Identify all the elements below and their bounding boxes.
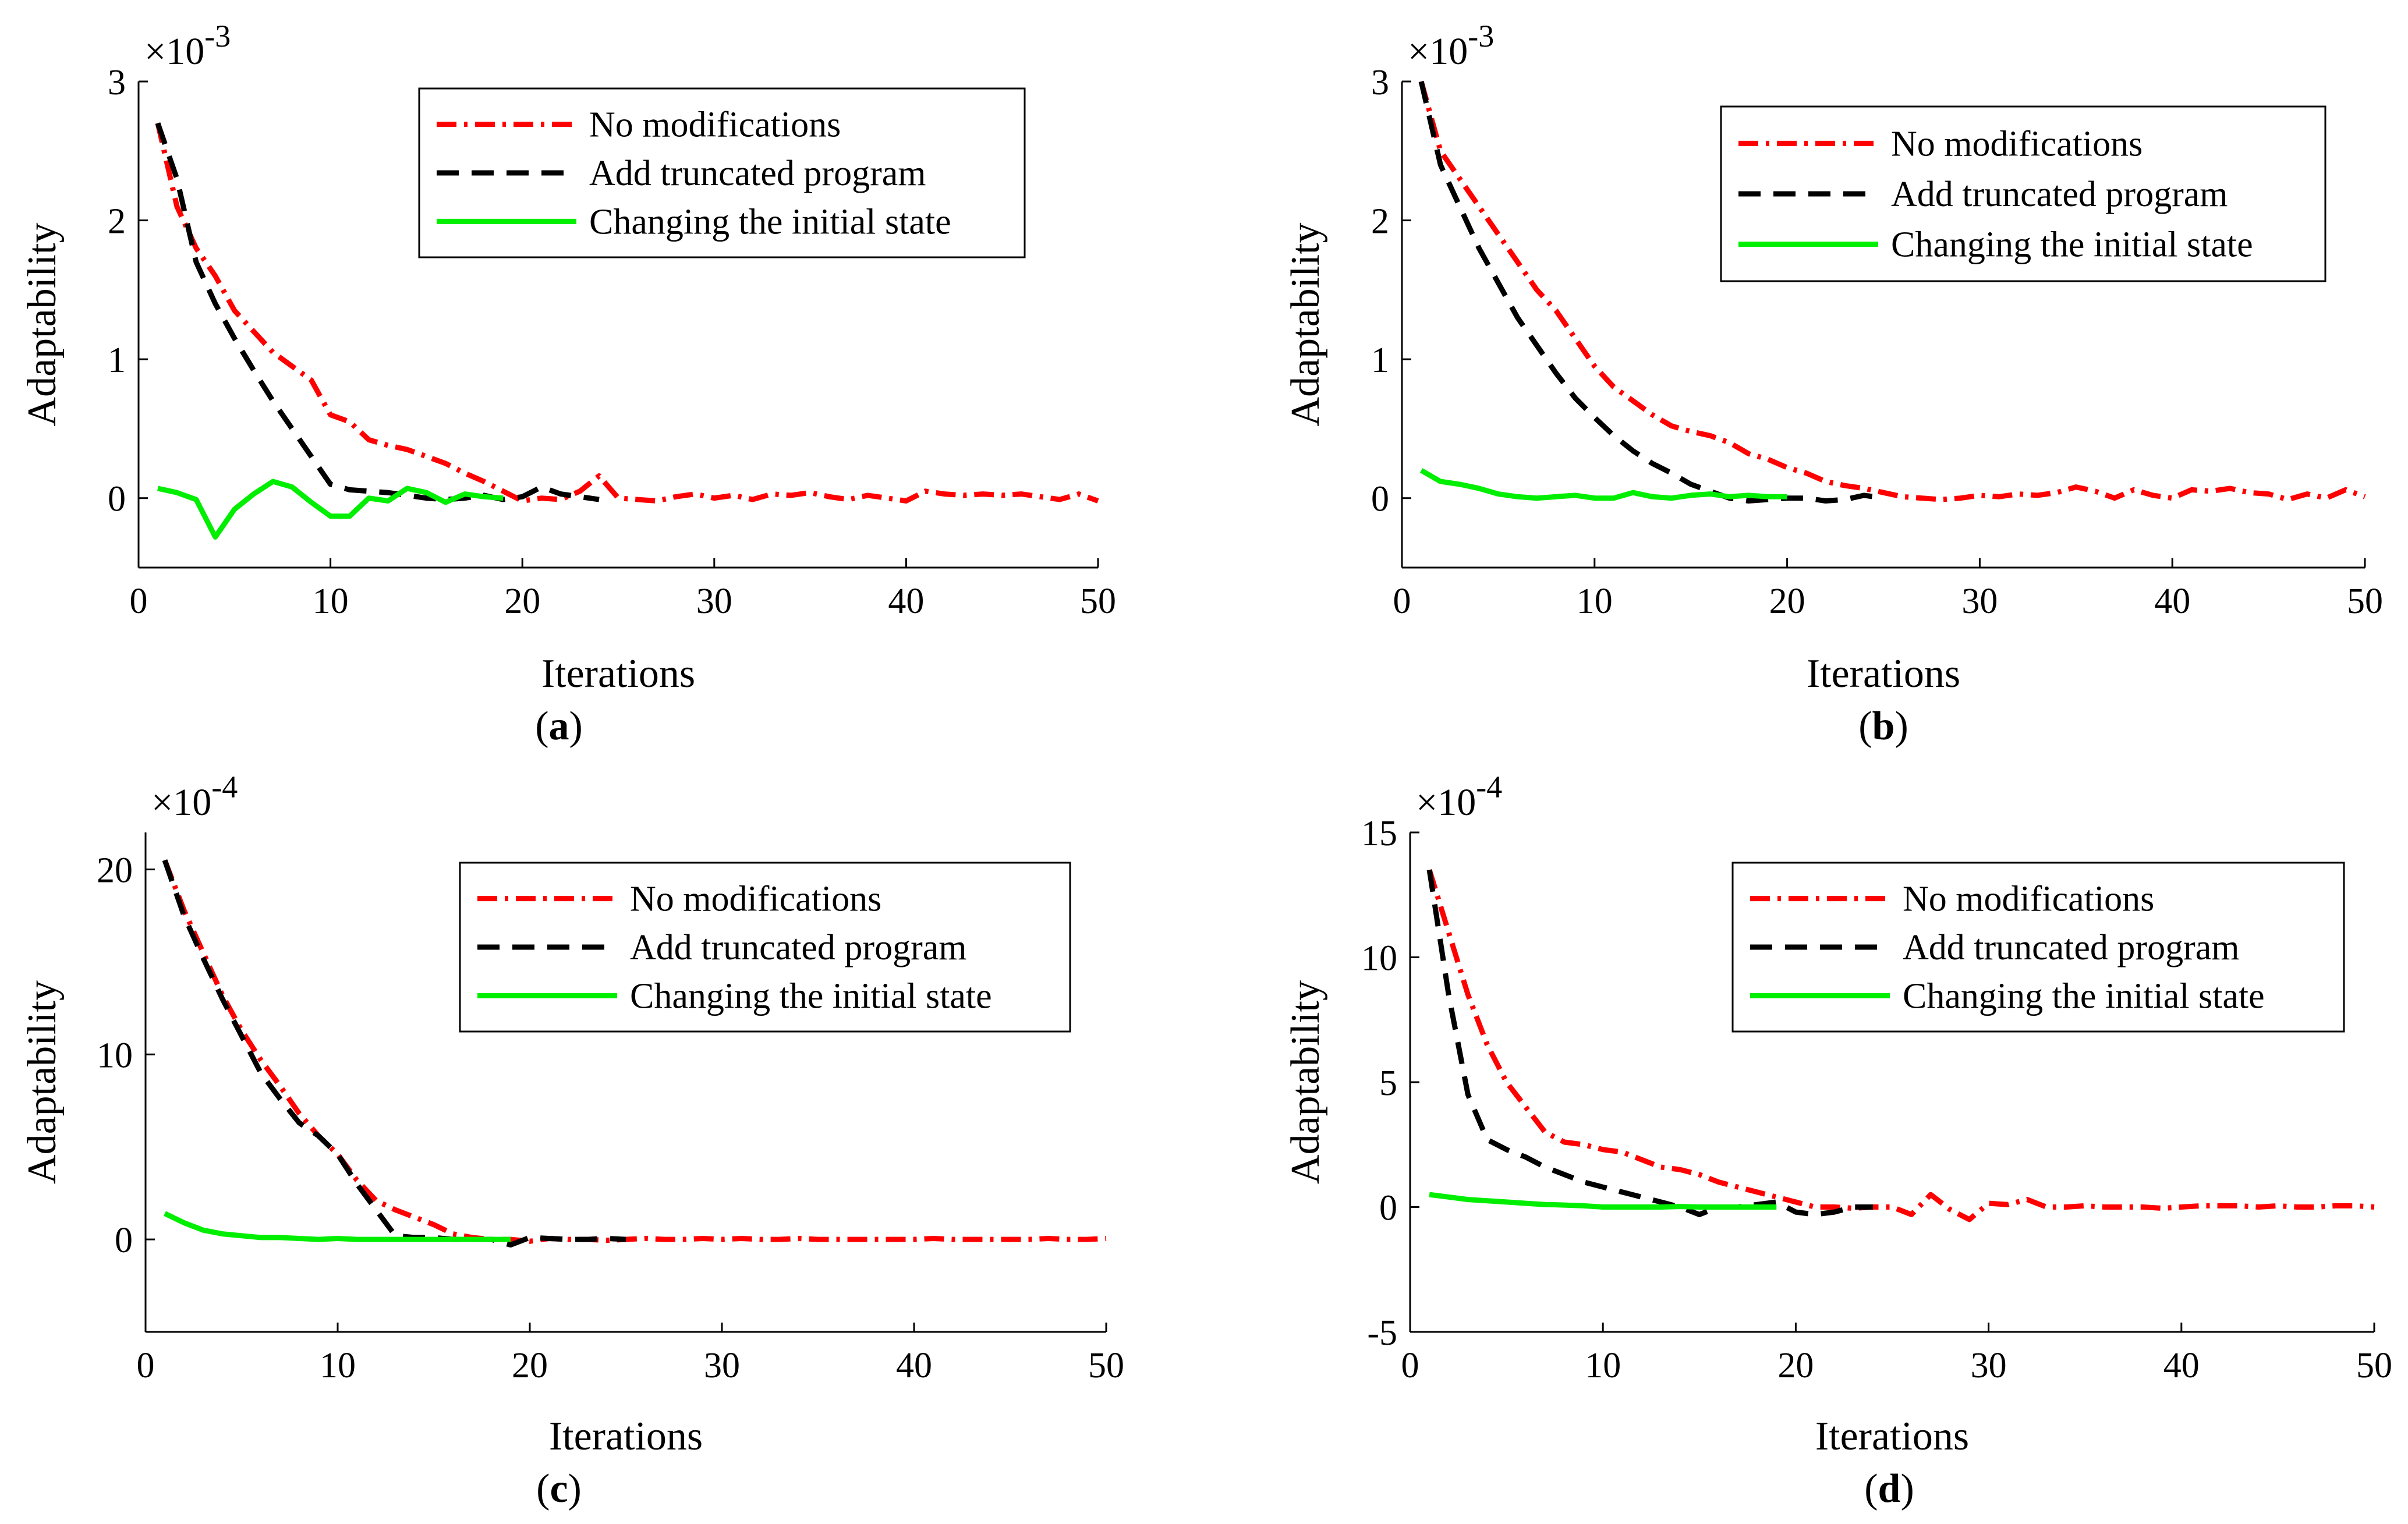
panel-caption: (c) <box>536 1466 582 1511</box>
legend-label-trunc: Add truncated program <box>589 154 926 193</box>
legend-label-trunc: Add truncated program <box>1903 928 2239 967</box>
y-tick-label: 10 <box>1361 939 1397 979</box>
y-tick-label: 5 <box>1379 1064 1397 1103</box>
chart-panel-b: 0 10 20 30 40 50 0 1 2 3 ×10-3 Iterations Adaptabili… <box>1283 19 2383 749</box>
y-tick-label: 20 <box>97 851 133 891</box>
x-tick-label: 20 <box>1769 582 1805 621</box>
y-tick-label: 15 <box>1361 814 1397 853</box>
y-tick-label: 0 <box>1379 1189 1397 1228</box>
chart-panel-d: 0 10 20 30 40 50-5051015×10-4IterationsAdapta… <box>1283 770 2392 1511</box>
axis-multiplier: ×10-4 <box>1416 770 1502 824</box>
series-line-init <box>1419 468 1787 501</box>
y-tick-label: 2 <box>1371 202 1389 242</box>
panel-caption: (a) <box>535 704 583 749</box>
legend-label-no_mod: No modifications <box>1903 880 2154 919</box>
series-line-init <box>157 479 504 540</box>
legend-label-no_mod: No modifications <box>589 105 841 145</box>
x-axis-label: Iterations <box>1807 651 1960 696</box>
x-tick-label: 10 <box>1577 582 1613 621</box>
legend-label-trunc: Add truncated program <box>630 928 966 967</box>
legend-label-init: Changing the initial state <box>630 976 992 1016</box>
y-axis-label: Adaptability <box>20 223 65 427</box>
legend-label-no_mod: No modifications <box>630 880 881 919</box>
x-tick-label: 20 <box>504 582 540 621</box>
series-line-no_mod <box>1426 869 2375 1222</box>
x-tick-label: 0 <box>130 582 148 621</box>
x-axis-label: Iterations <box>541 651 695 696</box>
x-axis-label: Iterations <box>1815 1414 1969 1459</box>
x-axis-label: Iterations <box>549 1414 703 1459</box>
y-axis-label: Adaptability <box>1283 223 1328 427</box>
x-tick-label: 30 <box>696 582 732 621</box>
x-tick-label: 0 <box>1393 582 1411 621</box>
series-line-trunc <box>162 859 626 1248</box>
x-tick-label: 50 <box>1080 582 1116 621</box>
axis-multiplier: ×10-3 <box>1408 19 1494 73</box>
panel-caption: (d) <box>1864 1466 1914 1511</box>
axis-multiplier: ×10-3 <box>144 19 231 73</box>
legend-label-init: Changing the initial state <box>589 202 951 242</box>
y-tick-label: 3 <box>108 63 126 102</box>
series-line-trunc <box>155 122 600 502</box>
series-line-trunc <box>1418 80 1884 504</box>
series-line-trunc <box>1426 869 1873 1217</box>
y-tick-label: 0 <box>1371 480 1389 519</box>
x-tick-label: 50 <box>2347 582 2383 621</box>
legend: No modifications Add truncated program Cha… <box>1731 862 2345 1033</box>
y-tick-label: 1 <box>108 341 126 380</box>
x-tick-label: 40 <box>896 1346 932 1385</box>
legend-label-init: Changing the initial state <box>1903 976 2265 1016</box>
legend: No modifications Add truncated program Cha… <box>459 862 1071 1033</box>
y-tick-label: 2 <box>108 202 126 242</box>
x-tick-label: 10 <box>320 1346 356 1385</box>
y-tick-label: 10 <box>97 1036 133 1075</box>
series-line-init <box>164 1211 511 1242</box>
y-axis-label: Adaptability <box>20 980 65 1184</box>
y-tick-label: 3 <box>1371 63 1389 102</box>
x-tick-label: 0 <box>137 1346 155 1385</box>
series-line-no_mod <box>155 122 1099 504</box>
axis-multiplier: ×10-4 <box>151 770 238 824</box>
x-tick-label: 20 <box>1777 1346 1814 1385</box>
legend: No modifications Add truncated program Cha… <box>1720 105 2326 282</box>
x-tick-label: 40 <box>2154 582 2190 621</box>
y-tick-label: 0 <box>115 1221 133 1260</box>
x-tick-label: 10 <box>1585 1346 1621 1385</box>
x-tick-label: 50 <box>2356 1346 2392 1385</box>
y-tick-label: -5 <box>1367 1313 1397 1353</box>
legend: No modifications Add truncated program Cha… <box>418 87 1026 258</box>
x-tick-label: 10 <box>313 582 349 621</box>
x-tick-label: 40 <box>888 582 924 621</box>
y-tick-label: 0 <box>108 480 126 519</box>
x-tick-label: 50 <box>1088 1346 1124 1385</box>
series-line-init <box>1429 1192 1777 1210</box>
legend-label-init: Changing the initial state <box>1891 225 2253 265</box>
x-tick-label: 30 <box>1971 1346 2007 1385</box>
panel-caption: (b) <box>1858 704 1908 749</box>
x-tick-label: 30 <box>1961 582 1998 621</box>
series-line-no_mod <box>1418 80 2366 502</box>
y-tick-label: 1 <box>1371 341 1389 380</box>
chart-panel-a: 0 10 20 30 40 50 0 1 2 3 ×10-3 Iterations Adaptabili… <box>20 19 1116 749</box>
y-axis-label: Adaptability <box>1283 980 1328 1184</box>
x-tick-label: 40 <box>2163 1346 2200 1385</box>
x-tick-label: 20 <box>512 1346 548 1385</box>
x-tick-label: 0 <box>1401 1346 1419 1385</box>
chart-panel-c: 0 10 20 30 40 50 0 10 20 ×10-4 Iterations Adaptabil… <box>20 770 1124 1511</box>
legend-label-no_mod: No modifications <box>1891 124 2143 164</box>
legend-label-trunc: Add truncated program <box>1891 175 2228 214</box>
x-tick-label: 30 <box>704 1346 740 1385</box>
